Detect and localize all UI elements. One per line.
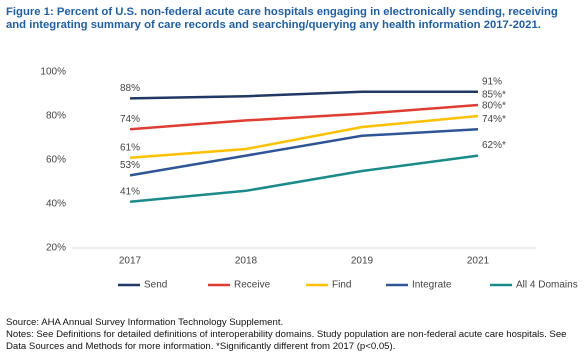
data-label: 74% [120, 114, 140, 125]
notes: Source: AHA Annual Survey Information Te… [6, 317, 582, 353]
footnote: Notes: See Definitions for detailed defi… [6, 329, 567, 352]
legend-label: Find [332, 280, 351, 291]
series-line [129, 114, 479, 160]
series-line [129, 154, 479, 204]
y-tick-label: 20% [46, 243, 66, 254]
y-tick-label: 80% [46, 111, 66, 122]
data-label: 80%* [482, 101, 506, 112]
y-tick-label: 40% [46, 199, 66, 210]
legend-label: Integrate [412, 280, 452, 291]
data-label: 74%* [482, 114, 506, 125]
y-tick-label: 100% [40, 67, 66, 78]
data-label: 85%* [482, 90, 506, 101]
series-line [129, 103, 479, 131]
data-label: 41% [120, 186, 140, 197]
chart: 20% 40% 60% 80% 100% 2017 2018 2019 2021 88% 91% 74… [40, 67, 578, 291]
data-label: 62%* [482, 140, 506, 151]
data-label: 91% [482, 76, 502, 87]
chart-title: Figure 1: Percent of U.S. non-federal ac… [6, 6, 558, 31]
source-note: Source: AHA Annual Survey Information Te… [6, 317, 284, 328]
series-line [129, 90, 478, 100]
x-tick-label: 2017 [119, 256, 142, 267]
data-label: 53% [120, 160, 140, 171]
x-tick-label: 2019 [351, 256, 374, 267]
x-tick-label: 2018 [235, 256, 258, 267]
legend-label: All 4 Domains [516, 280, 578, 291]
legend-label: Receive [234, 280, 271, 291]
y-tick-label: 60% [46, 155, 66, 166]
data-label: 88% [120, 83, 140, 94]
x-tick-label: 2021 [467, 256, 490, 267]
legend-label: Send [144, 280, 167, 291]
data-label: 61% [120, 142, 140, 153]
series-line [129, 127, 479, 177]
